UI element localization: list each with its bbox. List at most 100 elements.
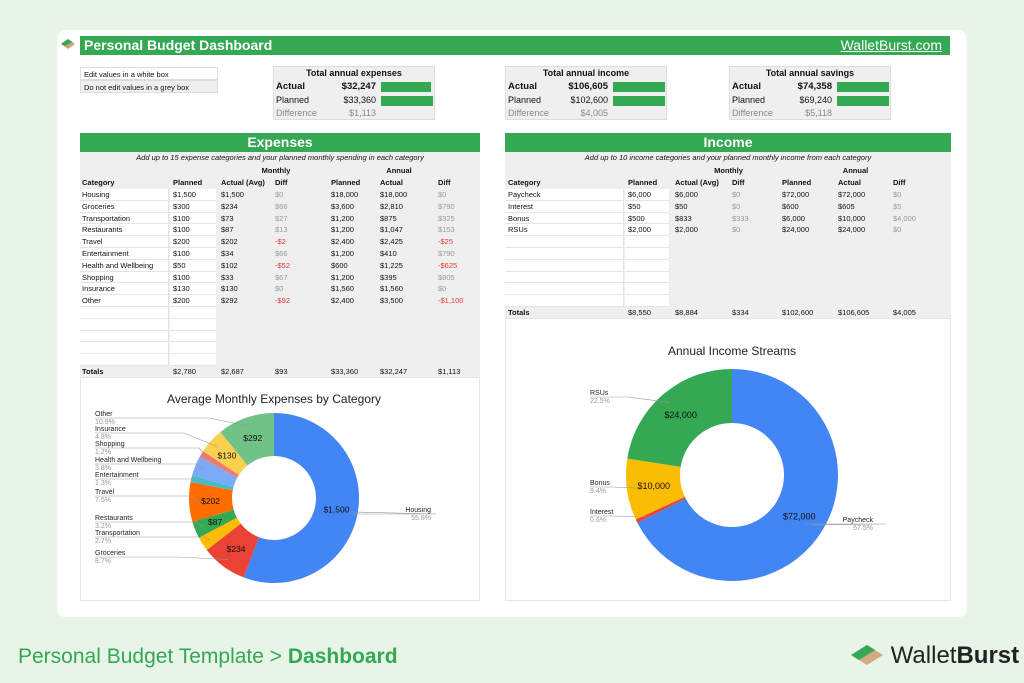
- table-cell: Groceries: [82, 201, 115, 211]
- category-input[interactable]: [505, 295, 624, 307]
- planned-input[interactable]: [625, 248, 669, 260]
- category-input[interactable]: [505, 271, 624, 284]
- column-header: Category: [82, 178, 115, 187]
- category-input[interactable]: [80, 259, 169, 272]
- table-cell: $153: [438, 225, 455, 235]
- planned-input[interactable]: [170, 354, 216, 366]
- totals-cell: $2,780: [173, 367, 196, 376]
- leader-line: [95, 495, 198, 502]
- page-title: Personal Budget Dashboard: [84, 37, 273, 53]
- category-input[interactable]: [80, 342, 169, 355]
- planned-input[interactable]: [170, 259, 216, 272]
- slice-percent-label: 3.2%: [95, 523, 111, 530]
- table-cell: $200: [173, 237, 190, 247]
- planned-input[interactable]: [170, 248, 216, 260]
- category-input[interactable]: [505, 248, 624, 260]
- category-input[interactable]: [505, 283, 624, 296]
- column-header: Actual: [838, 178, 861, 187]
- category-input[interactable]: [80, 224, 169, 237]
- table-cell: $27: [275, 213, 288, 223]
- table-cell: -$92: [275, 296, 291, 306]
- brand-burst: Burst: [956, 642, 1020, 669]
- table-cell: $2,810: [380, 201, 403, 211]
- planned-input[interactable]: [170, 283, 216, 296]
- category-input[interactable]: [80, 212, 169, 225]
- category-input[interactable]: [80, 236, 169, 248]
- slice-category-label: Shopping: [95, 441, 125, 448]
- category-input[interactable]: [80, 283, 169, 296]
- summary-box: Total annual expenses Actual $32,247 Planne…: [273, 66, 435, 120]
- walletburst-logo-icon: [851, 645, 883, 665]
- table-cell: -$1,100: [438, 296, 464, 306]
- summary-label: Actual: [276, 81, 306, 92]
- column-header: Planned: [782, 178, 812, 187]
- leader-line: [806, 523, 887, 526]
- category-input[interactable]: [505, 236, 624, 248]
- category-input[interactable]: [505, 259, 624, 272]
- planned-input[interactable]: [625, 212, 669, 225]
- table-cell: Restaurants: [82, 225, 123, 235]
- pie-slice: [626, 458, 685, 520]
- category-input[interactable]: [505, 212, 624, 225]
- summary-value: $106,605: [568, 81, 608, 92]
- table-cell: Bonus: [508, 213, 530, 223]
- planned-input[interactable]: [170, 200, 216, 213]
- table-cell: $0: [893, 190, 902, 199]
- category-input[interactable]: [80, 248, 169, 260]
- slice-value-label: $234: [227, 544, 246, 554]
- planned-input[interactable]: [625, 224, 669, 237]
- column-header: Diff: [732, 178, 745, 187]
- column-header: Planned: [628, 178, 658, 187]
- leader-line: [95, 432, 218, 447]
- planned-input[interactable]: [170, 307, 216, 319]
- planned-input[interactable]: [625, 283, 669, 296]
- planned-input[interactable]: [170, 224, 216, 237]
- leader-line: [95, 521, 204, 527]
- totals-cell: $4,005: [893, 308, 916, 317]
- table-cell: Interest: [508, 201, 534, 211]
- slice-percent-label: 1.3%: [95, 480, 111, 487]
- planned-input[interactable]: [170, 295, 216, 307]
- category-input[interactable]: [80, 271, 169, 284]
- category-input[interactable]: [80, 295, 169, 307]
- planned-input[interactable]: [625, 189, 669, 201]
- slice-value-label: $87: [208, 517, 222, 527]
- table-cell: $18,000: [380, 190, 408, 199]
- table-cell: $2,000: [628, 225, 651, 235]
- table-cell: $2,000: [675, 225, 698, 235]
- income-table: Income Add up to 10 income categories and…: [505, 133, 951, 318]
- planned-input[interactable]: [170, 318, 216, 331]
- planned-input[interactable]: [170, 342, 216, 355]
- planned-input[interactable]: [170, 271, 216, 284]
- category-input[interactable]: [80, 318, 169, 331]
- table-cell: -$2: [275, 237, 286, 247]
- planned-input[interactable]: [625, 295, 669, 307]
- planned-input[interactable]: [625, 200, 669, 213]
- category-input[interactable]: [80, 354, 169, 366]
- category-input[interactable]: [505, 189, 624, 201]
- planned-input[interactable]: [625, 236, 669, 248]
- table-cell: $66: [275, 201, 288, 211]
- category-input[interactable]: [505, 200, 624, 213]
- table-cell: $325: [438, 213, 455, 223]
- table-cell: $67: [275, 272, 288, 282]
- category-input[interactable]: [80, 189, 169, 201]
- walletburst-link[interactable]: WalletBurst.com: [840, 37, 942, 53]
- category-input[interactable]: [80, 307, 169, 319]
- category-input[interactable]: [80, 330, 169, 343]
- category-input[interactable]: [80, 200, 169, 213]
- table-cell: $34: [221, 249, 234, 258]
- slice-value-label: $72,000: [783, 511, 816, 521]
- planned-input[interactable]: [625, 271, 669, 284]
- planned-input[interactable]: [170, 236, 216, 248]
- table-cell: $605: [838, 201, 855, 211]
- summary-value: $74,358: [797, 81, 832, 92]
- planned-input[interactable]: [170, 212, 216, 225]
- planned-input[interactable]: [170, 330, 216, 343]
- category-input[interactable]: [505, 224, 624, 237]
- summary-title: Total annual expenses: [306, 68, 402, 78]
- planned-input[interactable]: [170, 189, 216, 201]
- table-cell: $600: [782, 201, 799, 211]
- planned-input[interactable]: [625, 259, 669, 272]
- group-monthly: Monthly: [261, 166, 291, 175]
